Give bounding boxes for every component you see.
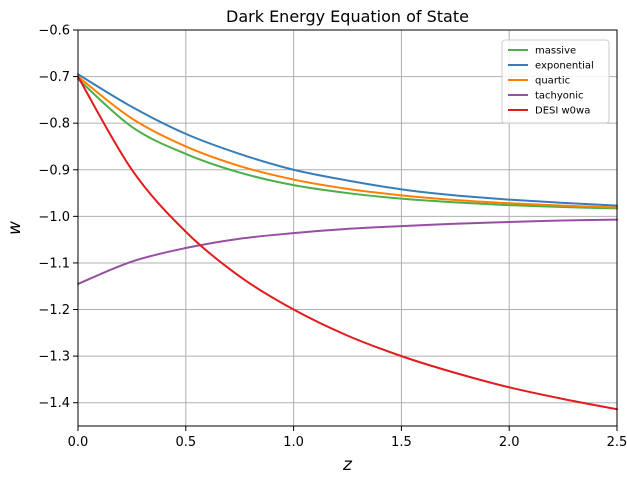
chart-title: Dark Energy Equation of State (226, 7, 469, 26)
y-tick-label: −1.4 (38, 396, 70, 411)
legend-label: tachyonic (535, 91, 584, 102)
y-tick-label: −1.0 (38, 210, 70, 225)
legend-label: massive (535, 46, 576, 57)
legend: massive exponential quartic tachyonic DESI w… (501, 39, 610, 124)
x-tick-label: 0.0 (68, 435, 89, 450)
y-tick-label: −1.1 (38, 256, 70, 271)
x-tick-label: 2.0 (499, 435, 520, 450)
y-tick-label: −0.7 (38, 70, 70, 85)
series-line-quartic (77, 75, 618, 209)
y-tick-label: −0.8 (38, 117, 70, 132)
x-axis-label: z (342, 455, 353, 475)
x-tick-label: 1.0 (283, 435, 304, 450)
axis-ticks: 0.0 0.5 1.0 1.5 2.0 2.5 −1.4 −1.3 −1.2 −1.1 −1.0 −0… (38, 24, 627, 451)
y-tick-label: −0.6 (38, 24, 70, 39)
y-tick-label: −1.2 (38, 303, 70, 318)
legend-label: quartic (535, 76, 570, 87)
x-tick-label: 1.5 (391, 435, 412, 450)
x-tick-label: 2.5 (607, 435, 627, 450)
y-tick-label: −1.3 (38, 350, 70, 365)
legend-label: exponential (535, 61, 594, 72)
x-tick-label: 0.5 (175, 435, 196, 450)
legend-label: DESI w0wa (535, 106, 590, 117)
series-lines (77, 73, 618, 411)
series-line-desi-w0wa (77, 75, 618, 411)
y-axis-label: w (5, 221, 25, 235)
legend-box (501, 39, 610, 124)
y-tick-label: −0.9 (38, 163, 70, 178)
series-line-massive (77, 77, 618, 210)
plot-frame (77, 29, 618, 427)
series-line-exponential (77, 73, 618, 207)
series-line-tachyonic (77, 218, 618, 285)
